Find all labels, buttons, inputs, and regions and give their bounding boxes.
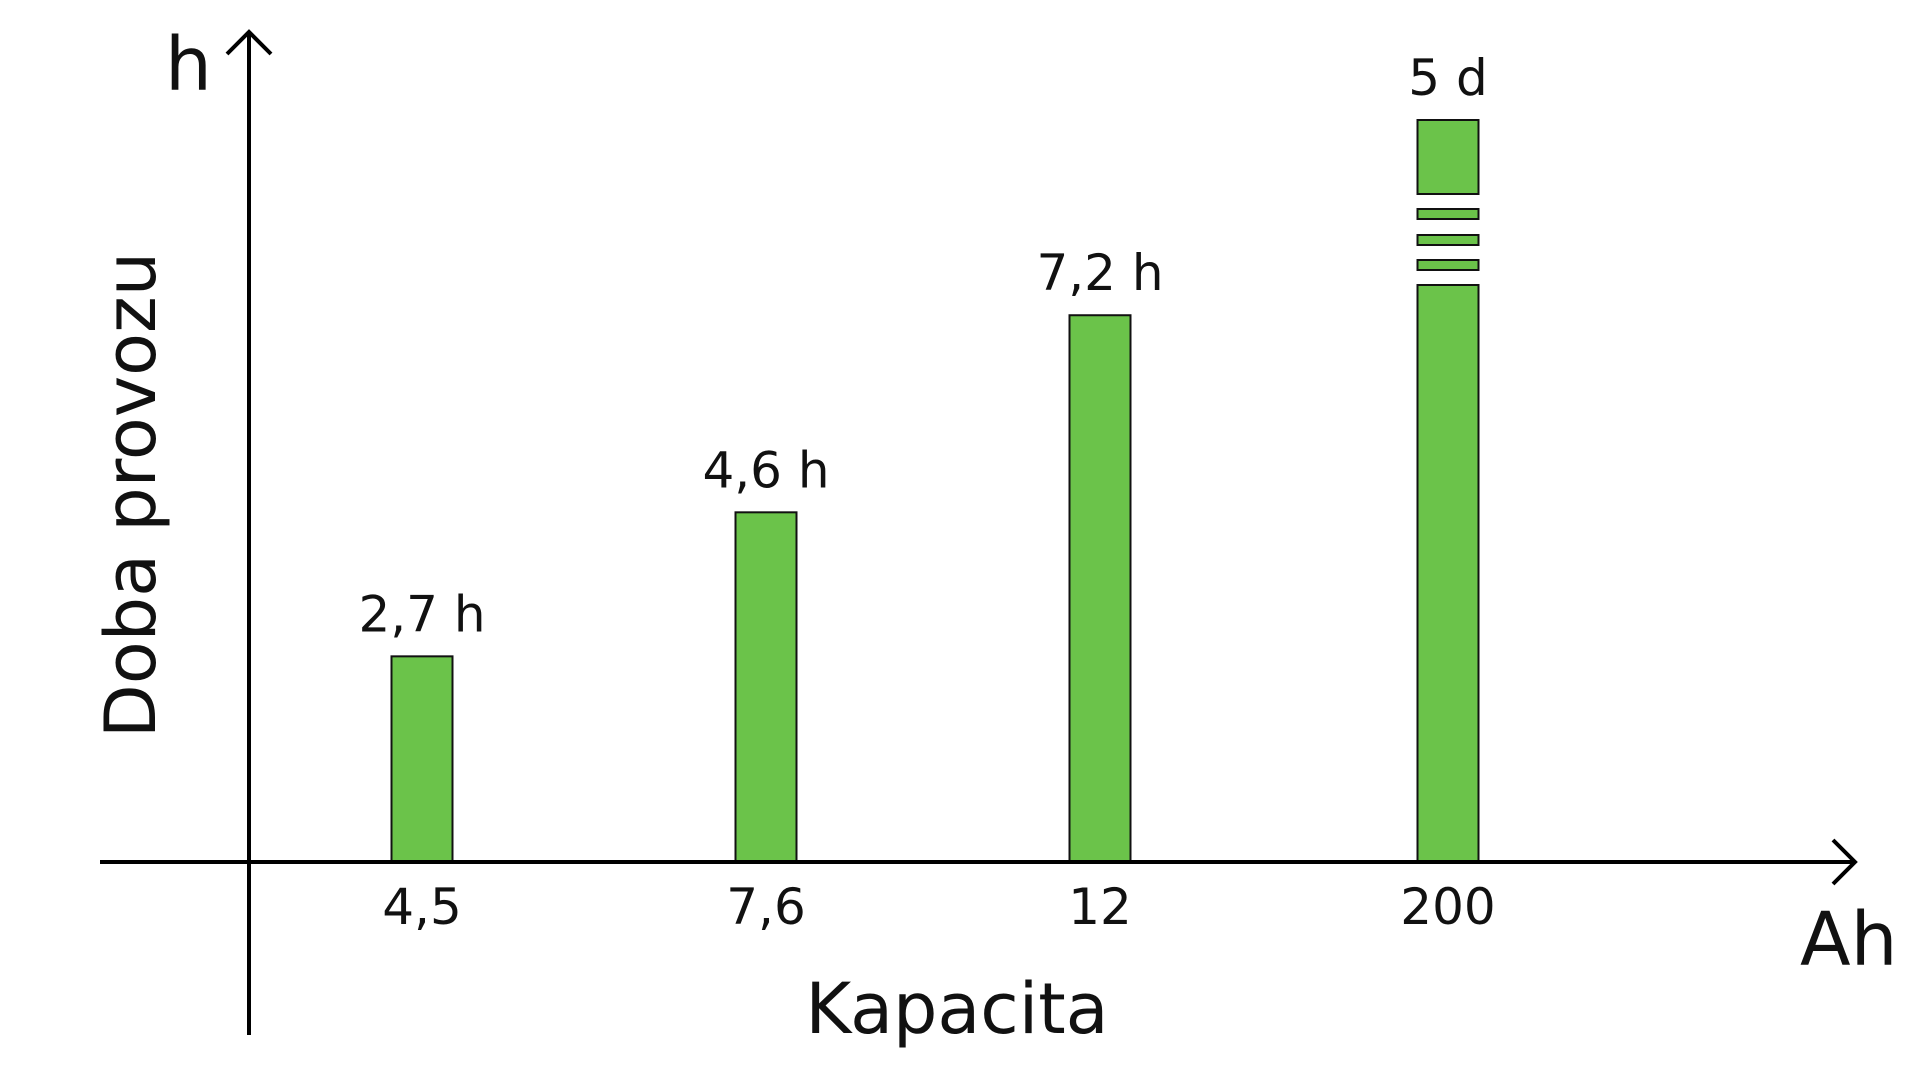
y-axis-title: Doba provozu	[90, 252, 172, 738]
x-tick-label-1: 7,6	[726, 878, 806, 936]
x-axis-unit: Ah	[1800, 897, 1898, 983]
bar-3-break-3	[1416, 208, 1480, 220]
value-labels-layer: 2,7 h 4,6 h 7,2 h 5 d	[358, 49, 1487, 643]
x-tick-label-2: 12	[1068, 878, 1132, 936]
value-label-3: 5 d	[1408, 49, 1487, 107]
x-tick-label-0: 4,5	[382, 878, 462, 936]
value-label-0: 2,7 h	[358, 585, 485, 643]
x-axis-title: Kapacita	[805, 968, 1108, 1050]
x-tick-label-3: 200	[1400, 878, 1495, 936]
y-axis-arrowhead	[225, 29, 273, 56]
value-label-2: 7,2 h	[1036, 244, 1163, 302]
y-axis-unit: h	[165, 22, 212, 108]
bar-3-break-2	[1416, 234, 1480, 246]
bar-3-break-1	[1416, 259, 1480, 271]
value-label-1: 4,6 h	[702, 441, 829, 499]
bar-0	[390, 655, 454, 863]
bar-2	[1068, 314, 1132, 862]
bars-layer	[390, 119, 1480, 863]
bar-3-lower	[1416, 284, 1480, 862]
tick-labels-layer: 4,5 7,6 12 200	[382, 878, 1495, 936]
x-axis-arrowhead	[1831, 838, 1858, 886]
bar-3-upper	[1416, 119, 1480, 195]
bar-1	[734, 511, 798, 862]
